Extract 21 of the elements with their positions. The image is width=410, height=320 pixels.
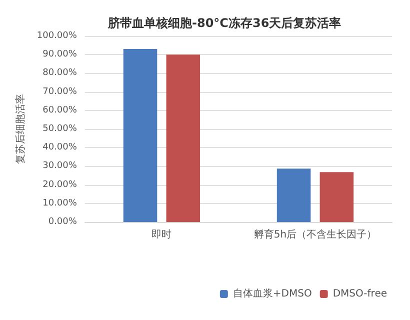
y-tick-label: 30.00%: [42, 161, 78, 172]
y-tick-label: 60.00%: [42, 105, 78, 116]
x-tick-label: 孵育5h后（不含生长因子）: [254, 228, 377, 240]
legend-label: DMSO-free: [332, 288, 388, 300]
y-tick-label: 70.00%: [42, 86, 78, 97]
y-tick-label: 0.00%: [48, 217, 78, 227]
y-tick-label: 100.00%: [36, 31, 78, 41]
x-tick-label: 即时: [152, 228, 172, 240]
legend-label: 自体血浆+DMSO: [232, 288, 312, 300]
y-tick-label: 10.00%: [42, 198, 78, 208]
y-tick-label: 80.00%: [42, 68, 78, 78]
y-tick-label: 40.00%: [42, 142, 78, 153]
y-axis-title: 复苏后细胞活率: [14, 94, 26, 164]
y-tick-label: 50.00%: [42, 124, 78, 134]
y-tick-label: 90.00%: [42, 50, 78, 60]
chart-title: 脐带血单核细胞-80°C冻存36天后复苏活率: [107, 16, 342, 30]
bar: [320, 172, 354, 222]
y-tick-label: 20.00%: [42, 180, 78, 190]
bar: [123, 49, 158, 222]
bar: [166, 54, 200, 222]
bar: [276, 168, 311, 222]
